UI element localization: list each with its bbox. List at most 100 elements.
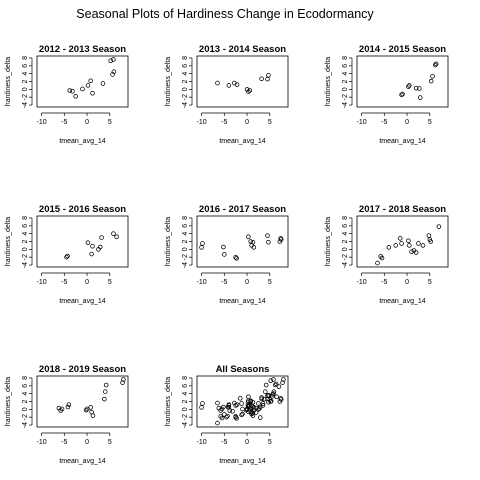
- y-axis-label: hardiness_delta: [5, 217, 12, 267]
- y-axis-label: hardiness_delta: [5, 377, 12, 427]
- x-tick-label: 0: [405, 279, 409, 286]
- y-axis-label: hardiness_delta: [325, 217, 332, 267]
- y-tick-label: 0: [22, 87, 29, 91]
- y-tick-label: 4: [342, 232, 349, 236]
- y-axis-label: hardiness_delta: [325, 57, 332, 107]
- x-axis-label: tmean_avg_14: [59, 138, 105, 145]
- x-tick-label: -5: [221, 279, 227, 286]
- y-tick-label: -4: [182, 422, 189, 428]
- x-axis-label: tmean_avg_14: [379, 138, 425, 145]
- x-tick-label: -10: [196, 439, 206, 446]
- y-tick-label: 0: [342, 87, 349, 91]
- y-axis-label: hardiness_delta: [165, 57, 172, 107]
- y-tick-label: 0: [182, 407, 189, 411]
- x-tick-label: -5: [61, 119, 67, 126]
- x-tick-label: 5: [108, 119, 112, 126]
- y-tick-label: -2: [182, 254, 189, 260]
- x-tick-label: -10: [356, 119, 366, 126]
- y-axis-label: hardiness_delta: [165, 377, 172, 427]
- y-tick-label: 2: [22, 239, 29, 243]
- y-tick-label: 0: [182, 87, 189, 91]
- x-axis-label: tmean_avg_14: [59, 458, 105, 465]
- y-tick-label: 6: [342, 64, 349, 68]
- x-tick-label: -10: [36, 119, 46, 126]
- y-tick-label: -2: [22, 254, 29, 260]
- x-tick-label: 0: [85, 119, 89, 126]
- y-tick-label: 2: [342, 79, 349, 83]
- x-tick-label: -10: [36, 439, 46, 446]
- x-tick-label: -10: [196, 119, 206, 126]
- y-tick-label: 8: [182, 216, 189, 220]
- y-axis-label: hardiness_delta: [165, 217, 172, 267]
- x-tick-label: 0: [245, 279, 249, 286]
- y-tick-label: 0: [182, 247, 189, 251]
- y-tick-label: 8: [342, 216, 349, 220]
- x-tick-label: 5: [268, 439, 272, 446]
- x-axis-label: tmean_avg_14: [379, 298, 425, 305]
- panel-title: 2013 - 2014 Season: [199, 44, 286, 55]
- x-tick-label: -10: [36, 279, 46, 286]
- x-tick-label: 5: [428, 279, 432, 286]
- y-tick-label: 2: [182, 399, 189, 403]
- y-tick-label: 6: [342, 224, 349, 228]
- y-tick-label: 4: [182, 392, 189, 396]
- y-tick-label: 4: [22, 232, 29, 236]
- y-tick-label: 8: [342, 56, 349, 60]
- y-tick-label: 6: [182, 224, 189, 228]
- y-tick-label: -2: [342, 254, 349, 260]
- y-tick-label: -2: [22, 414, 29, 420]
- x-tick-label: 0: [85, 279, 89, 286]
- x-tick-label: -5: [221, 119, 227, 126]
- x-tick-label: 5: [108, 439, 112, 446]
- x-tick-label: -5: [61, 279, 67, 286]
- panel-title: 2015 - 2016 Season: [39, 204, 126, 215]
- x-axis-label: tmean_avg_14: [219, 298, 265, 305]
- y-tick-label: 2: [22, 399, 29, 403]
- y-tick-label: -2: [182, 94, 189, 100]
- panel-title: 2016 - 2017 Season: [199, 204, 286, 215]
- y-tick-label: 6: [182, 64, 189, 68]
- y-tick-label: -4: [22, 102, 29, 108]
- y-tick-label: -4: [342, 262, 349, 268]
- y-axis-label: hardiness_delta: [5, 57, 12, 107]
- y-tick-label: -4: [182, 262, 189, 268]
- y-tick-label: 8: [22, 376, 29, 380]
- x-tick-label: 5: [108, 279, 112, 286]
- y-tick-label: 4: [182, 72, 189, 76]
- x-tick-label: -10: [196, 279, 206, 286]
- panel-title: 2014 - 2015 Season: [359, 44, 446, 55]
- y-tick-label: 0: [22, 407, 29, 411]
- y-tick-label: 4: [342, 72, 349, 76]
- x-tick-label: -5: [381, 119, 387, 126]
- y-tick-label: 2: [22, 79, 29, 83]
- y-tick-label: 8: [182, 376, 189, 380]
- y-tick-label: -4: [182, 102, 189, 108]
- x-tick-label: -10: [356, 279, 366, 286]
- panel-title: All Seasons: [216, 364, 270, 375]
- y-tick-label: 6: [182, 384, 189, 388]
- y-tick-label: 2: [182, 79, 189, 83]
- panel-title: 2018 - 2019 Season: [39, 364, 126, 375]
- y-tick-label: 2: [342, 239, 349, 243]
- y-tick-label: -4: [342, 102, 349, 108]
- x-axis-label: tmean_avg_14: [219, 138, 265, 145]
- y-tick-label: 4: [22, 72, 29, 76]
- y-tick-label: 6: [22, 64, 29, 68]
- y-tick-label: 2: [182, 239, 189, 243]
- y-tick-label: 4: [22, 392, 29, 396]
- panel-title: 2017 - 2018 Season: [359, 204, 446, 215]
- y-tick-label: 0: [22, 247, 29, 251]
- y-tick-label: -2: [182, 414, 189, 420]
- x-tick-label: -5: [61, 439, 67, 446]
- y-tick-label: 4: [182, 232, 189, 236]
- y-tick-label: 8: [22, 216, 29, 220]
- panel-title: 2012 - 2013 Season: [39, 44, 126, 55]
- x-axis-label: tmean_avg_14: [59, 298, 105, 305]
- x-tick-label: 0: [245, 439, 249, 446]
- x-tick-label: -5: [221, 439, 227, 446]
- x-tick-label: 0: [405, 119, 409, 126]
- x-tick-label: 5: [428, 119, 432, 126]
- y-tick-label: -4: [22, 262, 29, 268]
- x-tick-label: -5: [381, 279, 387, 286]
